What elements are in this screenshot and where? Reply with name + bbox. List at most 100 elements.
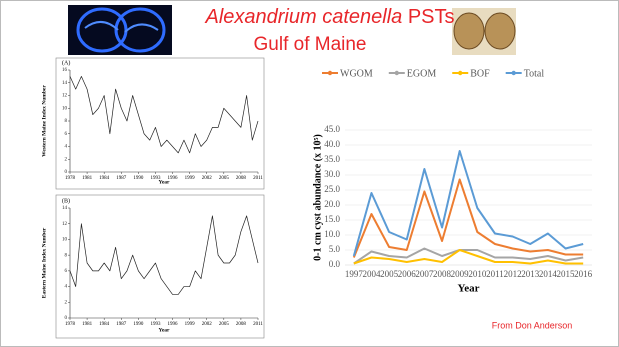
- x-tick-label: 2011: [253, 322, 263, 327]
- series-line: [353, 247, 584, 265]
- y-tick-label: 0: [65, 316, 68, 321]
- x-tick-label: 2004: [362, 269, 381, 279]
- x-axis-label: Year: [458, 283, 480, 295]
- y-tick-label: 16: [62, 68, 68, 73]
- y-tick-label: 45.0: [324, 124, 340, 134]
- x-tick-label: 2011: [486, 269, 504, 279]
- series-line: [353, 249, 584, 265]
- series-line: [69, 76, 259, 154]
- slide-title: Alexandrium catenella PSTs: [204, 6, 454, 28]
- y-tick-label: 2: [65, 300, 68, 305]
- x-tick-label: 2008: [236, 176, 247, 181]
- y-tick-label: 10: [62, 238, 68, 243]
- chart: (B) 0 2 4 6 8 10 12 14 1978 1981 1984 1987 1990 1993 19…: [41, 197, 263, 333]
- y-tick-label: 25.0: [324, 184, 340, 194]
- series-line: [69, 215, 259, 295]
- y-tick-label: 14: [62, 206, 68, 211]
- y-tick-label: 6: [65, 269, 68, 274]
- y-tick-label: 4: [65, 145, 68, 150]
- y-tick-label: 0.0: [329, 259, 341, 269]
- x-tick-label: 1984: [99, 176, 110, 181]
- y-tick-label: 14: [62, 81, 68, 86]
- y-tick-label: 35.0: [324, 154, 340, 164]
- y-tick-label: 8: [65, 253, 68, 258]
- panel-label: (B): [62, 197, 70, 204]
- x-tick-label: 2012: [504, 269, 522, 279]
- x-tick-label: 1981: [82, 322, 93, 327]
- y-tick-label: 2: [65, 157, 68, 162]
- y-tick-label: 15.0: [324, 214, 340, 224]
- x-tick-label: 1997: [345, 269, 364, 279]
- y-tick-label: 10.0: [324, 229, 340, 239]
- legend-marker: [511, 70, 516, 76]
- y-axis-label: 0-1 cm cyst abundance (x 10⁵): [312, 134, 323, 261]
- panel-label: (A): [62, 59, 70, 66]
- y-tick-label: 5.0: [329, 244, 341, 254]
- x-tick-label: 1978: [65, 176, 76, 181]
- title-italic: Alexandrium catenella: [204, 6, 402, 28]
- y-tick-label: 6: [65, 132, 68, 137]
- y-tick-label: 40.0: [324, 139, 340, 149]
- x-tick-label: 2015: [557, 269, 576, 279]
- legend-label: EGOM: [407, 68, 437, 79]
- x-tick-label: 1990: [133, 176, 144, 181]
- y-axis-label: Eastern Maine Index Number: [41, 227, 47, 298]
- y-tick-label: 20.0: [324, 199, 340, 209]
- x-tick-label: 1984: [99, 322, 110, 327]
- x-tick-label: 1993: [150, 176, 161, 181]
- legend-label: BOF: [470, 68, 490, 79]
- x-tick-label: 2016: [574, 269, 593, 279]
- x-tick-label: 1987: [116, 176, 127, 181]
- credit: From Don Anderson: [492, 320, 573, 330]
- micrograph-right: [452, 8, 516, 55]
- y-tick-label: 12: [62, 94, 68, 99]
- legend-marker: [327, 70, 333, 76]
- x-tick-label: 2009: [451, 269, 470, 279]
- x-tick-label: 2014: [539, 269, 558, 279]
- x-tick-label: 2007: [415, 269, 434, 279]
- chart: 0.0 5.0 10.0 15.0 20.0 25.0 30.0 35.0 40.0 45.0 19…: [312, 68, 592, 294]
- x-tick-label: 1990: [133, 322, 144, 327]
- title-rest: PSTs: [408, 6, 455, 28]
- series-line: [352, 150, 584, 257]
- x-tick-label: 2011: [253, 176, 263, 181]
- x-tick-label: 2013: [521, 269, 540, 279]
- slide-subtitle: Gulf of Maine: [254, 34, 367, 55]
- x-tick-label: 2010: [468, 269, 487, 279]
- chart: (A) 0 2 4 6 8 10 12 14 16 1978 1981 1984 1987 1990 1993…: [41, 59, 263, 185]
- x-tick-label: 1993: [150, 322, 161, 327]
- panel-frame: [55, 57, 265, 190]
- x-tick-label: 2002: [202, 176, 213, 181]
- y-tick-label: 8: [65, 119, 68, 124]
- micrograph-left: [68, 5, 172, 55]
- y-tick-label: 0: [65, 170, 68, 175]
- y-tick-label: 4: [65, 285, 68, 290]
- x-tick-label: 2008: [236, 322, 247, 327]
- y-tick-label: 12: [62, 222, 68, 227]
- x-tick-label: 1981: [82, 176, 93, 181]
- x-axis-label: Year: [159, 179, 171, 185]
- legend-marker: [458, 70, 463, 76]
- x-tick-label: 1978: [65, 322, 76, 327]
- y-tick-label: 10: [62, 106, 68, 111]
- panel-frame: [55, 194, 265, 339]
- y-tick-label: 30.0: [324, 169, 340, 179]
- x-tick-label: 1996: [168, 322, 179, 327]
- x-axis-label: Year: [159, 327, 171, 333]
- y-axis-label: Western Maine Index Number: [41, 85, 47, 157]
- x-tick-label: 2002: [202, 322, 213, 327]
- legend-label: WGOM: [340, 68, 373, 79]
- x-tick-label: 1999: [185, 176, 196, 181]
- x-tick-label: 2005: [219, 322, 230, 327]
- legend-label: Total: [524, 68, 545, 79]
- x-tick-label: 2005: [219, 176, 230, 181]
- x-tick-label: 1996: [168, 176, 179, 181]
- series-line: [352, 178, 584, 258]
- x-tick-label: 1987: [116, 322, 127, 327]
- x-tick-label: 2005: [380, 269, 399, 279]
- x-tick-label: 2006: [398, 269, 417, 279]
- x-tick-label: 2008: [433, 269, 452, 279]
- legend-marker: [394, 70, 399, 76]
